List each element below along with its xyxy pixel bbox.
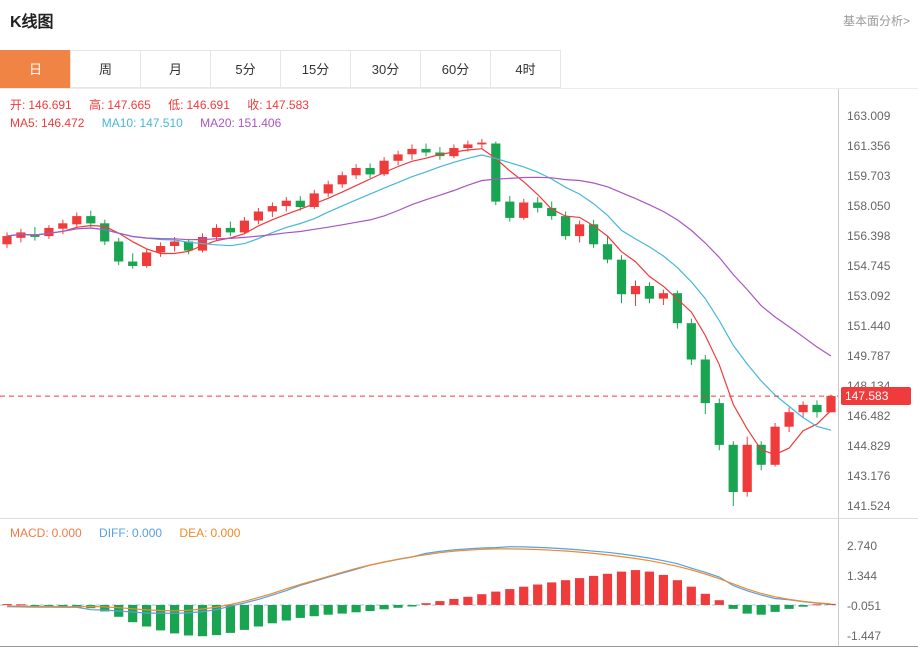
ma5-legend: MA5: 146.472 bbox=[10, 116, 85, 130]
ma20-legend: MA20: 151.406 bbox=[200, 116, 282, 130]
kline-axis-tick: 144.829 bbox=[847, 439, 891, 454]
period-tabs: 日 周 月 5分 15分 30分 60分 4时 bbox=[0, 50, 561, 88]
kline-axis-tick: 163.009 bbox=[847, 109, 891, 124]
kline-axis-tick: 154.745 bbox=[847, 259, 891, 274]
ma10-legend: MA10: 147.510 bbox=[101, 116, 183, 130]
macd-chart-canvas[interactable] bbox=[0, 519, 838, 646]
macd-legend: MACD: 0.000 DIFF: 0.000 DEA: 0.000 bbox=[10, 526, 254, 540]
ma-legend: MA5: 146.472 MA10: 147.510 MA20: 151.406 bbox=[10, 116, 295, 130]
page-title: K线图 bbox=[10, 14, 54, 31]
tab-5min[interactable]: 5分 bbox=[210, 50, 281, 88]
kline-axis-tick: 149.787 bbox=[847, 349, 891, 364]
kline-axis-tick: 153.092 bbox=[847, 289, 891, 304]
dea-value-legend: DEA: 0.000 bbox=[179, 526, 241, 540]
close-legend: 收: 147.583 bbox=[247, 98, 309, 112]
high-legend: 高: 147.665 bbox=[89, 98, 151, 112]
tab-week[interactable]: 周 bbox=[70, 50, 141, 88]
tab-day[interactable]: 日 bbox=[0, 50, 71, 88]
tab-month[interactable]: 月 bbox=[140, 50, 211, 88]
current-price-tag: 147.583 bbox=[841, 387, 911, 406]
macd-value-legend: MACD: 0.000 bbox=[10, 526, 82, 540]
low-legend: 低: 146.691 bbox=[168, 98, 230, 112]
kline-axis-tick: 143.176 bbox=[847, 469, 891, 484]
panel-divider bbox=[0, 518, 918, 519]
chart-area: 开: 146.691 高: 147.665 低: 146.691 收: 147.583 … bbox=[0, 88, 918, 647]
diff-value-legend: DIFF: 0.000 bbox=[99, 526, 163, 540]
open-legend: 开: 146.691 bbox=[10, 98, 72, 112]
kline-axis-tick: 158.050 bbox=[847, 199, 891, 214]
macd-axis-tick: -1.447 bbox=[847, 629, 882, 644]
macd-axis-tick: 2.740 bbox=[847, 539, 878, 554]
tab-30min[interactable]: 30分 bbox=[350, 50, 421, 88]
kline-axis-tick: 156.398 bbox=[847, 229, 891, 244]
price-axis: 147.583 163.009 161.356 159.703 158.050 156.… bbox=[838, 89, 918, 646]
macd-axis-tick: 1.344 bbox=[847, 569, 878, 584]
kline-chart-canvas[interactable] bbox=[0, 89, 838, 518]
kline-axis-tick: 161.356 bbox=[847, 139, 891, 154]
kline-axis-tick: 141.524 bbox=[847, 499, 891, 514]
tab-60min[interactable]: 60分 bbox=[420, 50, 491, 88]
fundamental-analysis-link[interactable]: 基本面分析> bbox=[842, 14, 910, 28]
kline-axis-tick: 151.440 bbox=[847, 319, 891, 334]
ohlc-legend: 开: 146.691 高: 147.665 低: 146.691 收: 147.583 bbox=[10, 96, 323, 113]
macd-axis-tick: -0.051 bbox=[847, 599, 882, 614]
tab-4hour[interactable]: 4时 bbox=[490, 50, 561, 88]
kline-axis-tick: 159.703 bbox=[847, 169, 891, 184]
tab-15min[interactable]: 15分 bbox=[280, 50, 351, 88]
kline-axis-tick: 146.482 bbox=[847, 409, 891, 424]
